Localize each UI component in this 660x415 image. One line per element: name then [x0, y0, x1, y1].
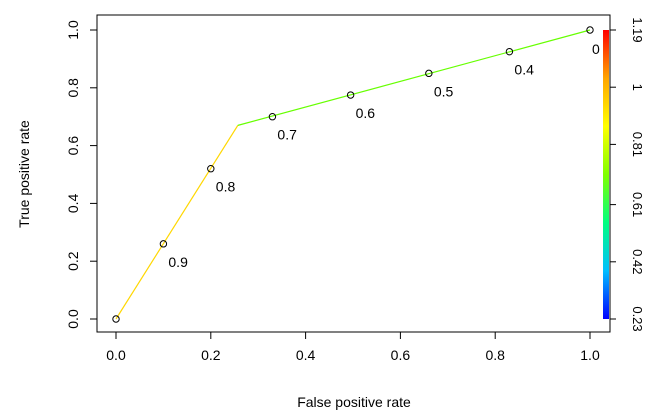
- x-axis-title: False positive rate: [297, 394, 411, 410]
- y-axis-title: True positive rate: [16, 120, 32, 228]
- y-tick-label: 0.4: [65, 193, 81, 213]
- x-tick-label: 1.0: [580, 347, 600, 363]
- y-tick-label: 0.8: [65, 78, 81, 98]
- colorbar-tick-label: 0.42: [630, 249, 645, 274]
- cutoff-label: 0.8: [216, 179, 236, 195]
- colorbar-tick-label: 0.61: [630, 192, 645, 217]
- cutoff-point: [159, 240, 168, 248]
- cutoff-point: [505, 47, 514, 56]
- x-tick-label: 0.6: [391, 347, 411, 363]
- colorbar-tick-label: 1: [630, 84, 645, 91]
- cutoff-point: [425, 69, 433, 78]
- cutoff-point: [268, 113, 277, 121]
- x-tick-label: 0.0: [106, 347, 126, 363]
- colorbar-tick-label: 1.19: [630, 17, 645, 42]
- colorbar: [603, 30, 609, 319]
- y-tick-label: 0.0: [65, 309, 81, 329]
- y-tick-label: 0.2: [65, 251, 81, 271]
- y-tick-label: 1.0: [65, 20, 81, 40]
- x-tick-label: 0.8: [485, 347, 505, 363]
- cutoff-point: [586, 26, 594, 34]
- cutoff-label: 0: [592, 41, 600, 57]
- roc-curve-segment: [115, 125, 239, 320]
- cutoff-point: [112, 315, 120, 323]
- colorbar-tick-label: 0.23: [630, 306, 645, 331]
- cutoff-label: 0.7: [277, 127, 297, 143]
- y-tick-label: 0.6: [65, 136, 81, 156]
- cutoff-point: [346, 91, 355, 99]
- roc-curve-segment: [237, 29, 591, 126]
- x-tick-label: 0.2: [201, 347, 221, 363]
- cutoff-point: [207, 165, 215, 173]
- cutoff-label: 0.6: [356, 105, 376, 121]
- colorbar-tick-label: 0.81: [630, 132, 645, 157]
- cutoff-label: 0.5: [434, 83, 454, 99]
- x-tick-label: 0.4: [296, 347, 316, 363]
- cutoff-label: 0.4: [514, 62, 534, 78]
- cutoff-label: 0.9: [168, 254, 188, 270]
